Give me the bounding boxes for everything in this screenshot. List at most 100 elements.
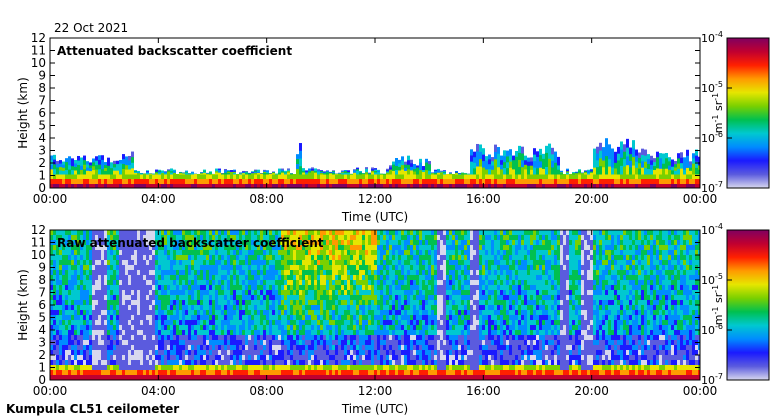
heatmap-cell: [308, 230, 311, 236]
heatmap-cell: [326, 235, 329, 241]
heatmap-cell: [344, 230, 347, 236]
heatmap-cell: [128, 179, 131, 184]
heatmap-cell: [188, 335, 191, 341]
heatmap-cell: [161, 173, 164, 175]
heatmap-cell: [65, 375, 68, 380]
heatmap-cell: [269, 350, 272, 356]
heatmap-cell: [101, 250, 104, 256]
heatmap-cell: [542, 179, 545, 184]
heatmap-cell: [233, 240, 236, 246]
heatmap-cell: [422, 172, 425, 175]
heatmap-cell: [392, 250, 395, 256]
heatmap-cell: [128, 350, 131, 356]
heatmap-cell: [59, 250, 62, 256]
heatmap-cell: [245, 280, 248, 286]
heatmap-cell: [584, 171, 587, 173]
heatmap-cell: [131, 162, 134, 169]
heatmap-cell: [299, 235, 302, 241]
heatmap-cell: [71, 340, 74, 346]
heatmap-cell: [89, 315, 92, 321]
heatmap-cell: [164, 250, 167, 256]
heatmap-cell: [119, 260, 122, 266]
heatmap-cell: [92, 345, 95, 351]
heatmap-cell: [377, 345, 380, 351]
heatmap-cell: [224, 285, 227, 291]
heatmap-cell: [290, 350, 293, 356]
heatmap-cell: [446, 174, 449, 179]
heatmap-cell: [86, 370, 89, 375]
heatmap-cell: [386, 315, 389, 321]
heatmap-cell: [203, 355, 206, 361]
heatmap-cell: [302, 375, 305, 380]
heatmap-cell: [359, 184, 362, 188]
heatmap-cell: [236, 340, 239, 346]
heatmap-cell: [140, 184, 143, 188]
heatmap-cell: [284, 370, 287, 375]
heatmap-cell: [125, 230, 128, 236]
heatmap-cell: [590, 170, 593, 172]
heatmap-cell: [308, 171, 311, 174]
heatmap-cell: [122, 174, 125, 179]
heatmap-cell: [341, 172, 344, 174]
heatmap-cell: [161, 184, 164, 188]
heatmap-cell: [161, 345, 164, 351]
heatmap-cell: [119, 340, 122, 346]
heatmap-cell: [557, 161, 560, 166]
heatmap-cell: [191, 305, 194, 311]
heatmap-cell: [377, 305, 380, 311]
heatmap-cell: [140, 179, 143, 184]
heatmap-cell: [65, 365, 68, 370]
heatmap-cell: [311, 184, 314, 188]
heatmap-cell: [338, 375, 341, 380]
heatmap-cell: [308, 275, 311, 281]
heatmap-cell: [263, 179, 266, 184]
heatmap-cell: [212, 270, 215, 276]
heatmap-cell: [326, 179, 329, 184]
heatmap-cell: [698, 184, 700, 188]
heatmap-cell: [218, 295, 221, 301]
heatmap-cell: [206, 245, 209, 251]
heatmap-cell: [263, 365, 266, 370]
heatmap-cell: [410, 179, 413, 184]
y-tick-label: 6: [38, 106, 46, 120]
heatmap-cell: [134, 350, 137, 356]
heatmap-cell: [338, 270, 341, 276]
heatmap-cell: [524, 160, 527, 166]
heatmap-cell: [332, 184, 335, 188]
heatmap-cell: [197, 345, 200, 351]
heatmap-cell: [161, 245, 164, 251]
heatmap-cell: [317, 255, 320, 261]
heatmap-cell: [266, 290, 269, 296]
heatmap-cell: [644, 149, 647, 157]
heatmap-cell: [392, 174, 395, 179]
heatmap-cell: [608, 151, 611, 160]
heatmap-cell: [227, 345, 230, 351]
heatmap-cell: [344, 172, 347, 174]
heatmap-cell: [311, 255, 314, 261]
heatmap-cell: [389, 365, 392, 370]
heatmap-cell: [347, 350, 350, 356]
heatmap-cell: [116, 184, 119, 188]
heatmap-cell: [152, 340, 155, 346]
heatmap-cell: [191, 295, 194, 301]
heatmap-cell: [278, 168, 281, 171]
heatmap-cell: [632, 179, 635, 184]
heatmap-cell: [146, 325, 149, 331]
heatmap-cell: [302, 355, 305, 361]
heatmap-cell: [221, 173, 224, 175]
heatmap-cell: [200, 355, 203, 361]
heatmap-cell: [200, 270, 203, 276]
heatmap-cell: [695, 167, 698, 175]
heatmap-cell: [149, 240, 152, 246]
heatmap-cell: [206, 305, 209, 311]
heatmap-cell: [215, 350, 218, 356]
heatmap-cell: [152, 370, 155, 375]
heatmap-cell: [332, 172, 335, 174]
heatmap-cell: [224, 255, 227, 261]
heatmap-cell: [314, 360, 317, 366]
heatmap-cell: [56, 315, 59, 321]
heatmap-cell: [413, 174, 416, 179]
heatmap-cell: [242, 350, 245, 356]
heatmap-cell: [227, 172, 230, 174]
heatmap-cell: [272, 365, 275, 370]
